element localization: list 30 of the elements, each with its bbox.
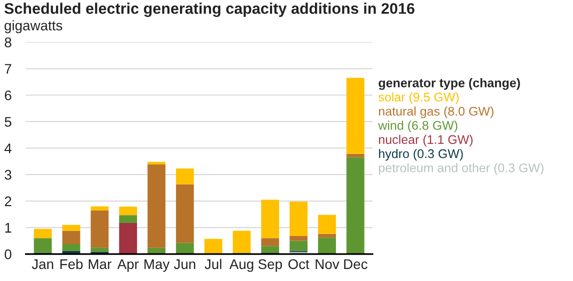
legend-title: generator type (change): [378, 78, 520, 90]
y-tick-label: 1: [5, 223, 12, 233]
x-tick-label: Aug: [229, 259, 254, 272]
text: wind (6.8 GW): [378, 120, 458, 132]
series-label: solar (9.5 GW): [378, 92, 459, 104]
y-tick-label: 4: [4, 144, 12, 154]
y-tick-label: 3: [4, 170, 12, 180]
x-tick-label: Jun: [174, 259, 196, 270]
y-tick-label: 2: [4, 196, 12, 206]
y-tick-label: 7: [4, 64, 12, 74]
chart-title: Scheduled electric generating capacity additions in 2016: [4, 2, 414, 17]
x-tick-label: Nov: [316, 259, 340, 270]
text: nuclear (1.1 GW): [379, 134, 473, 146]
x-tick-label: Mar: [88, 259, 112, 270]
y-axis-title: gigawatts: [4, 20, 62, 34]
y-tick-label: 8: [4, 37, 12, 48]
x-tick-label: Dec: [344, 259, 368, 270]
x-tick-label: Oct: [288, 259, 310, 270]
text: petroleum and other (0.3 GW): [378, 163, 544, 175]
x-tick-label: Sep: [258, 259, 282, 272]
y-tick-label: 0: [4, 249, 12, 260]
y-tick-label: 5: [4, 117, 12, 127]
x-tick-label: Apr: [117, 259, 139, 272]
y-tick-label: 6: [4, 90, 12, 100]
x-tick-label: Feb: [60, 258, 83, 270]
text: natural gas (8.0 GW): [379, 106, 494, 118]
x-tick-label: Jan: [32, 259, 54, 270]
text: hydro (0.3 GW): [379, 148, 463, 161]
x-tick-label: May: [144, 259, 170, 272]
x-tick-label: Jul: [204, 258, 222, 270]
